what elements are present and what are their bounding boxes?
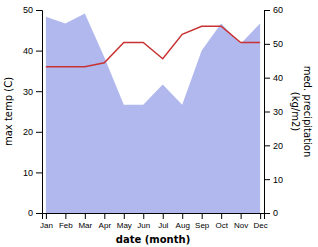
y-tick-mark (36, 172, 42, 173)
y2-tick: 60 (264, 5, 283, 15)
x-tick-mark (85, 213, 86, 219)
x-axis-title: date (month) (116, 234, 190, 245)
x-tick-mark (182, 213, 183, 219)
y-tick-mark (36, 91, 42, 92)
x-tick: Oct (215, 213, 228, 230)
x-tick: Apr (99, 213, 112, 230)
y-tick: 50 (23, 5, 42, 15)
x-tick-label: May (117, 221, 132, 230)
precipitation-area (46, 13, 260, 213)
x-tick-label: Nov (234, 221, 248, 230)
x-tick: Dec (253, 213, 267, 230)
y-tick-mark (36, 132, 42, 133)
y2-tick-label: 60 (273, 5, 283, 15)
x-tick-mark (124, 213, 125, 219)
y2-tick-label: 20 (273, 141, 283, 151)
x-tick: Feb (59, 213, 73, 230)
y2-tick: 10 (264, 175, 283, 185)
y2-tick: 40 (264, 73, 283, 83)
y-tick-label: 20 (23, 127, 33, 137)
y-tick-label: 0 (28, 208, 33, 218)
x-tick-label: Aug (176, 221, 190, 230)
x-tick: Sep (195, 213, 210, 230)
axis-line (36, 11, 43, 214)
y-axis-title: max temp (C) (3, 77, 14, 146)
y-tick-label: 30 (23, 87, 33, 97)
y2-tick-label: 0 (273, 208, 278, 218)
y-tick: 10 (23, 168, 42, 178)
y2-axis: 0 10 20 30 40 50 60 (264, 5, 283, 218)
y-tick-mark (36, 10, 42, 11)
plot-area (46, 13, 260, 213)
x-axis: Jan Feb Mar Apr May Jun Jul Aug Sep Oct Nov Dec (40, 213, 268, 230)
x-tick-mark (46, 213, 47, 219)
y2-tick-mark (264, 145, 270, 146)
chart: Jan Feb Mar Apr May Jun Jul Aug Sep Oct Nov Dec 0 10 2… (0, 0, 318, 247)
y2-tick: 30 (264, 107, 283, 117)
x-tick-label: Feb (59, 221, 73, 230)
x-tick: Aug (176, 213, 190, 230)
y-tick: 40 (23, 46, 42, 56)
x-tick-label: Jun (137, 221, 150, 230)
x-tick-label: Sep (195, 221, 210, 230)
y2-tick-mark (264, 78, 270, 79)
y2-tick-mark (264, 44, 270, 45)
temperature-line (46, 26, 260, 67)
x-tick-mark (143, 213, 144, 219)
y-tick-label: 50 (23, 5, 33, 15)
y2-tick-label: 50 (273, 39, 283, 49)
y-tick-mark (36, 51, 42, 52)
y-tick-label: 10 (23, 168, 33, 178)
y2-axis-title-line: med. precipitation (302, 66, 313, 158)
y2-tick: 50 (264, 39, 283, 49)
x-tick-mark (65, 213, 66, 219)
x-tick: May (117, 213, 132, 230)
x-tick-mark (202, 213, 203, 219)
y-tick-label: 40 (23, 46, 33, 56)
x-tick-mark (163, 213, 164, 219)
x-tick-mark (241, 213, 242, 219)
x-tick-label: Oct (215, 221, 228, 230)
x-tick-mark (221, 213, 222, 219)
y2-tick-mark (264, 10, 270, 11)
y2-tick-mark (264, 213, 270, 214)
x-tick: Mar (78, 213, 92, 230)
x-tick-mark (260, 213, 261, 219)
x-tick-label: Apr (99, 221, 112, 230)
x-tick: Nov (234, 213, 248, 230)
x-tick-label: Jan (40, 221, 53, 230)
x-tick: Jun (137, 213, 150, 230)
y2-axis-title-line: (kg/m2) (290, 92, 301, 132)
y-tick: 30 (23, 87, 42, 97)
y-tick: 0 (28, 208, 42, 218)
x-tick-label: Jul (158, 221, 168, 230)
y2-axis-title: med. precipitation(kg/m2) (290, 66, 313, 158)
y-tick-mark (36, 213, 42, 214)
y2-tick: 0 (264, 208, 278, 218)
y2-tick-mark (264, 112, 270, 113)
x-tick: Jan (40, 213, 53, 230)
y-axis: 0 10 20 30 40 50 (23, 5, 43, 218)
y2-tick-mark (264, 179, 270, 180)
axis-line (43, 214, 265, 220)
x-tick-label: Dec (253, 221, 267, 230)
x-tick-mark (104, 213, 105, 219)
y2-tick: 20 (264, 141, 283, 151)
y2-tick-label: 30 (273, 107, 283, 117)
x-tick: Jul (158, 213, 168, 230)
axis-line (265, 11, 271, 214)
y-tick: 20 (23, 127, 42, 137)
x-tick-label: Mar (78, 221, 92, 230)
y2-tick-label: 10 (273, 175, 283, 185)
y2-tick-label: 40 (273, 73, 283, 83)
